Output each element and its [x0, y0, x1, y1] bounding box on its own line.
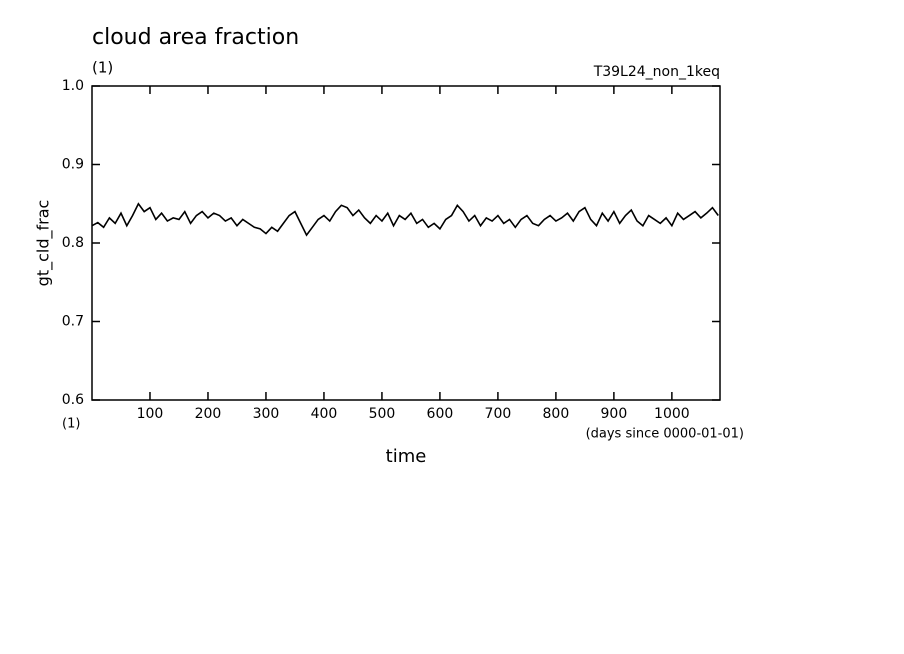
- annotation: T39L24_non_1keq: [593, 64, 720, 80]
- y-tick-label: 0.8: [62, 235, 84, 251]
- y-axis-label: gt_cld_frac: [34, 200, 54, 287]
- x-tick-label: 700: [485, 406, 512, 422]
- y-tick-label: 0.7: [62, 314, 84, 330]
- data-line: [91, 202, 719, 237]
- y-tick-label: 0.6: [62, 392, 84, 408]
- plot-frame: [91, 85, 721, 401]
- x-tick-label: 1000: [654, 406, 690, 422]
- y-tick-label: 0.9: [62, 157, 84, 173]
- x-tick-label: 400: [311, 406, 338, 422]
- x-axis-label: time: [386, 446, 427, 467]
- x-units: (days since 0000-01-01): [586, 427, 744, 442]
- x-tick-label: 100: [137, 406, 164, 422]
- chart-title: cloud area fraction: [92, 25, 299, 50]
- x-tick-label: 900: [601, 406, 628, 422]
- y-units: (1): [62, 417, 80, 432]
- x-tick-label: 800: [543, 406, 570, 422]
- x-tick-label: 200: [195, 406, 222, 422]
- subtitle: (1): [92, 59, 113, 77]
- y-tick-label: 1.0: [62, 78, 84, 94]
- x-tick-label: 600: [427, 406, 454, 422]
- x-tick-label: 500: [369, 406, 396, 422]
- x-tick-label: 300: [253, 406, 280, 422]
